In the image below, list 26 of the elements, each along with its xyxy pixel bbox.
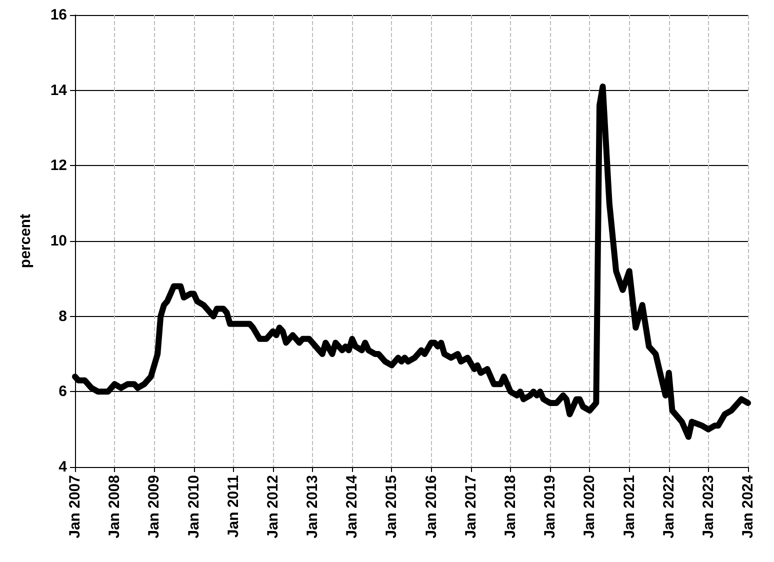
x-tick-label: Jan 2009 [146, 475, 163, 538]
y-axis-title: percent [17, 214, 34, 268]
x-tick-label: Jan 2015 [383, 475, 400, 538]
x-tick-label: Jan 2012 [264, 475, 282, 538]
x-tick-label: Jan 2014 [344, 474, 361, 538]
y-tick-label: 10 [50, 232, 67, 250]
x-tick-label: Jan 2024 [740, 474, 756, 538]
x-tick-label: Jan 2007 [66, 475, 84, 538]
x-tick-label: Jan 2023 [700, 475, 717, 538]
x-tick-label: Jan 2017 [462, 475, 480, 538]
y-tick-label: 14 [50, 82, 68, 99]
x-tick-label: Jan 2011 [224, 475, 242, 538]
x-tick-label: Jan 2019 [542, 475, 559, 538]
y-tick-label: 8 [58, 308, 67, 325]
y-tick-label: 16 [50, 6, 67, 24]
y-tick-label: 12 [50, 157, 67, 174]
x-tick-label: Jan 2013 [304, 475, 322, 538]
x-tick-label: Jan 2008 [106, 475, 124, 538]
y-tick-label: 4 [58, 458, 68, 476]
y-tick-label: 6 [58, 383, 67, 400]
x-tick-label: Jan 2016 [422, 475, 440, 538]
x-tick-label: Jan 2010 [185, 475, 202, 538]
x-tick-label: Jan 2021 [620, 475, 638, 538]
x-tick-label: Jan 2018 [502, 475, 520, 538]
x-tick-label: Jan 2020 [581, 475, 598, 538]
x-tick-label: Jan 2022 [660, 475, 678, 538]
